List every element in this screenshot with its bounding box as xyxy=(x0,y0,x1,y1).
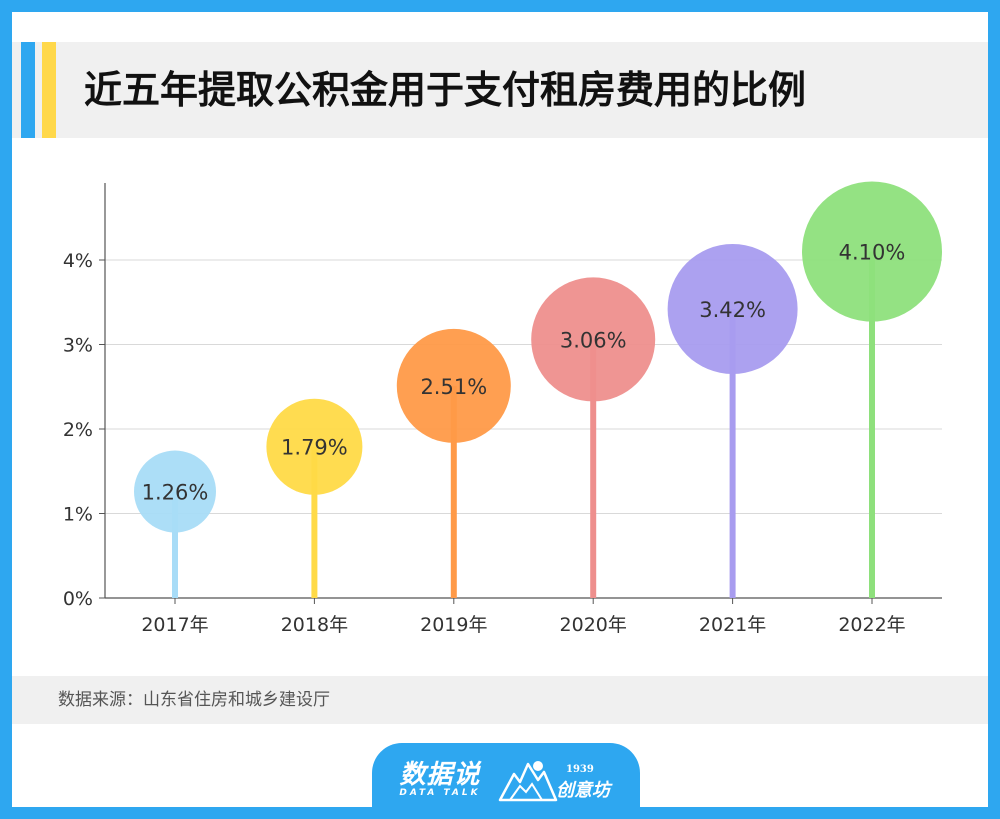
chart-title: 近五年提取公积金用于支付租房费用的比例 xyxy=(84,68,807,112)
logo-year: 1939 xyxy=(566,764,594,775)
x-tick-label: 2018年 xyxy=(281,614,348,636)
data-label: 2.51% xyxy=(420,375,487,399)
lollipop-bubble xyxy=(802,181,942,322)
lollipop-bubble xyxy=(667,244,798,375)
logo-name: 创意坊 xyxy=(556,780,610,801)
title-accent-yellow xyxy=(42,42,56,138)
title-bar xyxy=(12,42,988,138)
y-tick-label: 4% xyxy=(63,250,93,272)
data-label: 1.79% xyxy=(281,436,348,460)
data-talk-logo: 数据说 DATA TALK xyxy=(392,754,492,810)
y-tick-label: 2% xyxy=(63,419,93,441)
creative-workshop-logo: 1939 创意坊 xyxy=(498,752,628,808)
data-label: 3.42% xyxy=(699,298,766,322)
x-tick-label: 2019年 xyxy=(420,614,487,636)
data-talk-logo-text: 数据说 xyxy=(399,760,481,790)
lollipop-bubble xyxy=(531,277,656,402)
x-tick-label: 2020年 xyxy=(560,614,627,636)
data-label: 4.10% xyxy=(839,241,906,265)
lollipop-bubble xyxy=(134,450,216,533)
title-accent-blue xyxy=(21,42,35,138)
y-tick-label: 3% xyxy=(63,335,93,357)
mountain-icon xyxy=(498,761,558,802)
lollipop-bubble xyxy=(266,398,363,495)
x-tick-label: 2017年 xyxy=(141,614,208,636)
data-source: 数据来源：山东省住房和城乡建设厅 xyxy=(58,690,330,710)
data-talk-logo-subtext: DATA TALK xyxy=(399,788,481,798)
data-label: 3.06% xyxy=(560,328,627,352)
source-bar xyxy=(12,676,988,724)
y-tick-label: 0% xyxy=(63,588,93,610)
y-tick-label: 1% xyxy=(63,504,93,526)
branding-tab xyxy=(372,743,640,819)
data-label: 1.26% xyxy=(142,481,209,505)
lollipop-bubble xyxy=(396,328,511,443)
x-tick-label: 2022年 xyxy=(838,614,905,636)
x-tick-label: 2021年 xyxy=(699,614,766,636)
